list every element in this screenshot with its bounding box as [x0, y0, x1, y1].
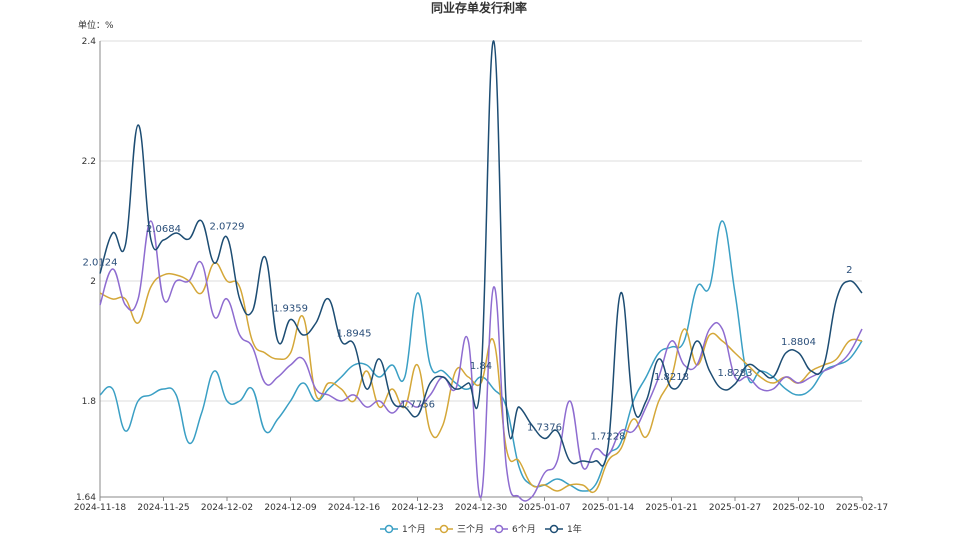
data-label: 1.8218: [654, 372, 689, 383]
x-tick-label: 2025-01-14: [582, 503, 635, 513]
legend-label: 1年: [567, 523, 582, 535]
legend-item[interactable]: 三个月: [435, 524, 484, 535]
legend-label: 三个月: [457, 524, 484, 535]
legend-marker: [439, 524, 449, 534]
data-label: 2.0729: [210, 221, 245, 232]
x-tick-label: 2025-01-07: [518, 503, 570, 513]
series-line: [99, 220, 863, 492]
legend-item[interactable]: 1年: [545, 523, 582, 535]
series-line: [99, 40, 863, 467]
y-tick-label: 1.8: [82, 397, 97, 407]
y-axis-label: 单位：%: [78, 19, 114, 31]
x-tick-label: 2025-02-17: [836, 503, 888, 513]
y-tick-label: 2: [90, 277, 96, 287]
data-label: 2.0684: [146, 224, 181, 235]
data-label: 1.7376: [527, 422, 562, 433]
x-tick-label: 2025-01-27: [709, 503, 761, 513]
x-tick-label: 2024-12-30: [455, 503, 508, 513]
series-line: [99, 220, 863, 502]
x-tick-label: 2024-12-23: [391, 503, 443, 513]
data-label: 2: [846, 265, 852, 276]
legend-item[interactable]: 6个月: [490, 524, 536, 535]
legend-marker: [494, 524, 504, 534]
data-label: 1.7756: [400, 400, 435, 411]
x-tick-label: 2024-11-25: [137, 503, 189, 513]
data-label: 1.7228: [591, 431, 626, 442]
chart-title: 同业存单发行利率: [431, 0, 527, 15]
data-label: 1.8804: [781, 337, 816, 348]
y-tick-label: 2.4: [82, 37, 97, 47]
data-label: 1.9359: [273, 303, 308, 314]
x-tick-label: 2025-01-21: [645, 503, 697, 513]
x-tick-label: 2024-12-02: [201, 503, 253, 513]
x-tick-label: 2024-12-16: [328, 503, 381, 513]
x-tick-label: 2024-11-18: [74, 503, 127, 513]
y-tick-label: 2.2: [82, 157, 96, 167]
data-label: 1.8945: [337, 328, 372, 339]
y-tick-label: 1.64: [76, 493, 96, 503]
x-tick-label: 2024-12-09: [264, 503, 317, 513]
data-label: 1.84: [470, 361, 492, 372]
legend-item[interactable]: 1个月: [380, 524, 426, 535]
data-label: 2.0124: [83, 258, 118, 269]
x-tick-label: 2025-02-10: [772, 503, 825, 513]
legend-marker: [549, 524, 559, 534]
legend-label: 6个月: [512, 524, 536, 535]
legend-label: 1个月: [402, 524, 426, 535]
data-label: 1.8283: [718, 368, 753, 379]
legend-marker: [384, 524, 394, 534]
